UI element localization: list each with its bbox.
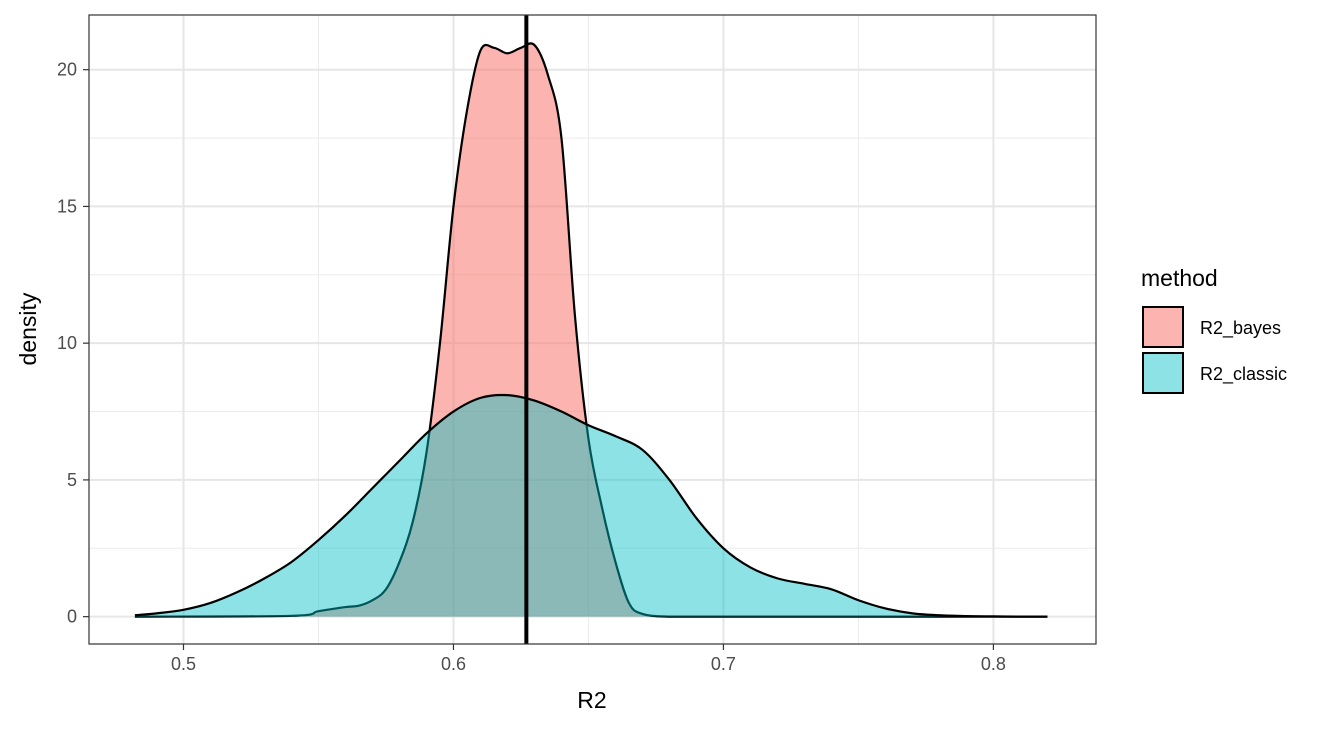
legend-label-r2-classic: R2_classic [1200, 364, 1287, 385]
x-tick-label: 0.7 [711, 654, 736, 674]
legend: method R2_bayes R2_classic [1141, 265, 1287, 394]
density-line-r2-classic [134, 393, 1048, 618]
y-tick-label: 10 [57, 333, 77, 353]
major-gridlines [89, 15, 1096, 644]
density-line-r2-bayes [134, 42, 1048, 618]
legend-label-r2-bayes: R2_bayes [1200, 318, 1281, 339]
legend-key-r2-classic [1142, 352, 1184, 394]
y-axis: 0 5 10 15 20 [57, 60, 89, 627]
y-tick-label: 0 [67, 607, 77, 627]
plot-panel-border [88, 14, 1097, 645]
density-area-r2-classic [134, 394, 1048, 617]
density-areas [134, 42, 1048, 618]
y-axis-title: density [15, 292, 41, 365]
legend-swatch-r2-classic [1142, 352, 1184, 394]
y-tick-label: 20 [57, 60, 77, 80]
density-area-r2-bayes [134, 43, 1048, 617]
y-tick-label: 5 [67, 470, 77, 490]
y-tick-label: 15 [57, 196, 77, 216]
legend-swatch-r2-bayes [1142, 306, 1184, 348]
legend-title: method [1141, 265, 1218, 291]
x-axis: 0.5 0.6 0.7 0.8 [171, 644, 1006, 674]
x-axis-title: R2 [577, 687, 606, 713]
x-tick-label: 0.8 [981, 654, 1006, 674]
x-tick-label: 0.6 [441, 654, 466, 674]
x-tick-label: 0.5 [171, 654, 196, 674]
